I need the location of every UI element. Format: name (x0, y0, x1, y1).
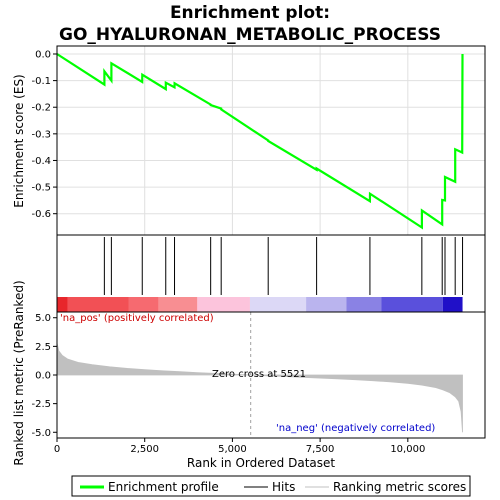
es-tick-label: -0.1 (31, 76, 51, 87)
chart-title-line1: Enrichment plot: (170, 3, 330, 23)
metric-tick-label: 0.0 (35, 371, 51, 382)
metric-area (56, 342, 463, 433)
es-ylabel: Enrichment score (ES) (12, 74, 26, 207)
hits-panel (56, 234, 486, 313)
metric-tick-label: -5.0 (31, 428, 51, 439)
metric-panel: 5.0 2.5 0.0 -2.5 -5.0 (31, 311, 486, 439)
heatmap-segment (158, 297, 198, 312)
chart-title-line2: GO_HYALURONAN_METABOLIC_PROCESS (59, 25, 441, 45)
heatmap-segment (306, 297, 347, 312)
x-tick-label: 7,500 (306, 444, 335, 455)
metric-frame-border (56, 311, 486, 439)
x-axis: 0 2,500 5,000 7,500 10,000 (54, 438, 425, 455)
es-tick-label: -0.3 (31, 129, 51, 140)
legend-es-label: Enrichment profile (108, 480, 219, 494)
metric-ylabel: Ranked list metric (PreRanked) (12, 280, 26, 465)
neg-correlated-label: 'na_neg' (negatively correlated) (276, 423, 435, 434)
legend: Enrichment profile Hits Ranking metric s… (71, 475, 471, 497)
x-tick-label: 5,000 (218, 444, 247, 455)
metric-tick-label: 2.5 (35, 342, 51, 353)
heatmap-segment (57, 297, 68, 312)
heatmap-segment (381, 297, 443, 312)
heatmap-segment (249, 297, 307, 312)
heatmap-segment (442, 297, 463, 312)
zero-cross-label: Zero cross at 5521 (212, 369, 306, 380)
metric-tick-label: -2.5 (31, 399, 51, 410)
legend-hits-label: Hits (272, 480, 295, 494)
es-tick-label: -0.2 (31, 103, 51, 114)
heatmap-segment (197, 297, 250, 312)
heatmap-segment (67, 297, 129, 312)
es-tick-label: -0.5 (31, 183, 51, 194)
heatmap-segment (346, 297, 382, 312)
es-profile-line (56, 53, 464, 230)
es-panel: 0.0 -0.1 -0.2 -0.3 -0.4 -0.5 -0.6 (31, 45, 486, 236)
es-tick-label: -0.6 (31, 209, 51, 220)
es-frame (56, 45, 486, 236)
x-axis-label: Rank in Ordered Dataset (187, 456, 335, 470)
metric-tick-label: 5.0 (35, 313, 51, 324)
legend-metric-label: Ranking metric scores (333, 480, 466, 494)
x-tick-label: 0 (54, 444, 60, 455)
heatmap-segment (128, 297, 159, 312)
es-tick-label: -0.4 (31, 156, 51, 167)
x-tick-label: 2,500 (130, 444, 159, 455)
pos-correlated-label: 'na_pos' (positively correlated) (60, 313, 214, 324)
x-tick-label: 10,000 (390, 444, 425, 455)
es-tick-label: 0.0 (35, 49, 51, 60)
